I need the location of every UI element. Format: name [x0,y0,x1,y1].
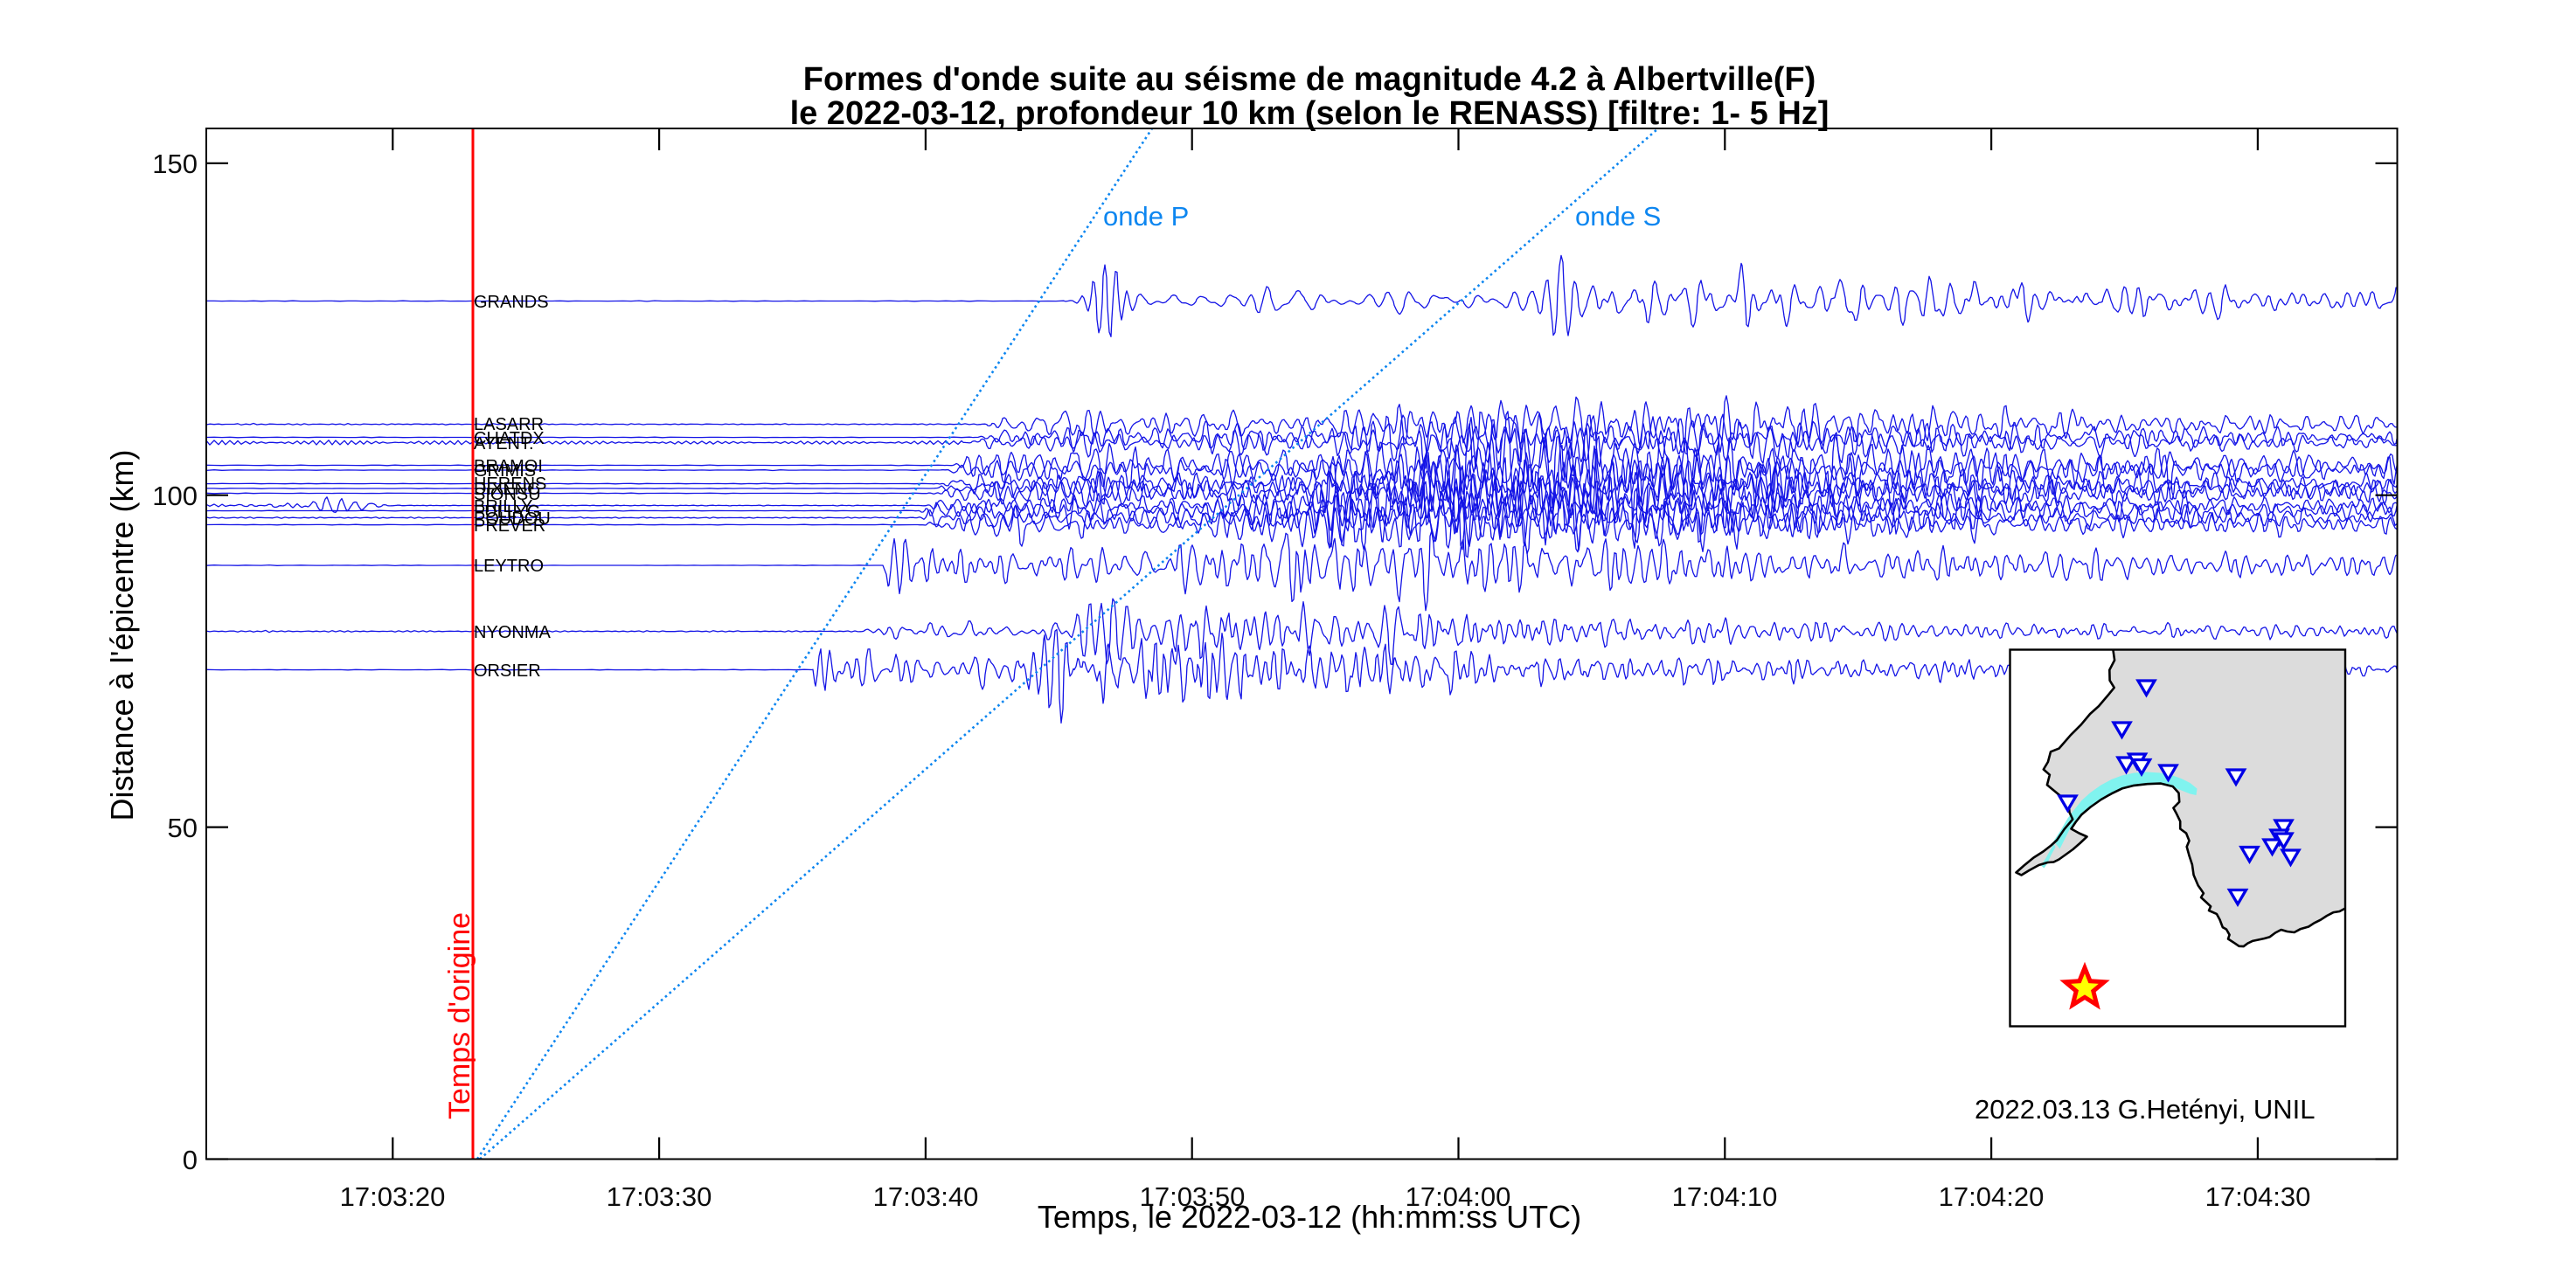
svg-text:17:04:30: 17:04:30 [2205,1181,2311,1212]
svg-text:BRILLY: BRILLY [474,497,532,516]
svg-text:FULLYG: FULLYG [474,502,540,522]
svg-text:ORSIER: ORSIER [474,661,541,681]
svg-text:LEYTRO: LEYTRO [474,557,544,576]
svg-text:AYENT.: AYENT. [474,434,534,454]
svg-text:150: 150 [152,149,198,179]
svg-text:POUDOU: POUDOU [474,509,551,529]
svg-text:Temps d'origine: Temps d'origine [443,912,476,1119]
svg-text:50: 50 [168,813,198,843]
svg-text:17:04:10: 17:04:10 [1672,1181,1778,1212]
svg-text:17:03:30: 17:03:30 [607,1181,712,1212]
svg-text:HERENS: HERENS [474,474,546,494]
svg-text:Distance à l'épicentre (km): Distance à l'épicentre (km) [104,449,140,821]
svg-text:DIXENC: DIXENC [474,480,540,499]
svg-text:2022.03.13 G.Hetényi, UNIL: 2022.03.13 G.Hetényi, UNIL [1975,1094,2315,1125]
svg-text:onde P: onde P [1103,201,1189,232]
svg-text:NYONMA: NYONMA [474,623,551,642]
svg-text:le 2022-03-12, profondeur 10 k: le 2022-03-12, profondeur 10 km (selon l… [790,95,1830,132]
svg-text:GRIMIS: GRIMIS [474,461,536,481]
svg-text:Formes d'onde suite au séisme: Formes d'onde suite au séisme de magnitu… [803,61,1816,98]
svg-text:17:04:00: 17:04:00 [1406,1181,1511,1212]
svg-text:CHATDX: CHATDX [474,429,545,448]
svg-text:onde S: onde S [1575,201,1661,232]
svg-text:100: 100 [152,481,198,511]
svg-text:17:04:20: 17:04:20 [1939,1181,2045,1212]
svg-text:Temps, le 2022-03-12 (hh:mm:ss: Temps, le 2022-03-12 (hh:mm:ss UTC) [1038,1199,1581,1235]
svg-text:PREVER: PREVER [474,516,545,536]
svg-text:17:03:50: 17:03:50 [1140,1181,1246,1212]
svg-text:17:03:20: 17:03:20 [340,1181,446,1212]
svg-text:GRANDS: GRANDS [474,293,549,312]
svg-text:17:03:40: 17:03:40 [873,1181,979,1212]
svg-text:LASARR: LASARR [474,415,544,434]
svg-text:0: 0 [183,1145,198,1175]
svg-text:BRAMOI: BRAMOI [474,457,543,476]
svg-text:SIONSU: SIONSU [474,485,541,504]
